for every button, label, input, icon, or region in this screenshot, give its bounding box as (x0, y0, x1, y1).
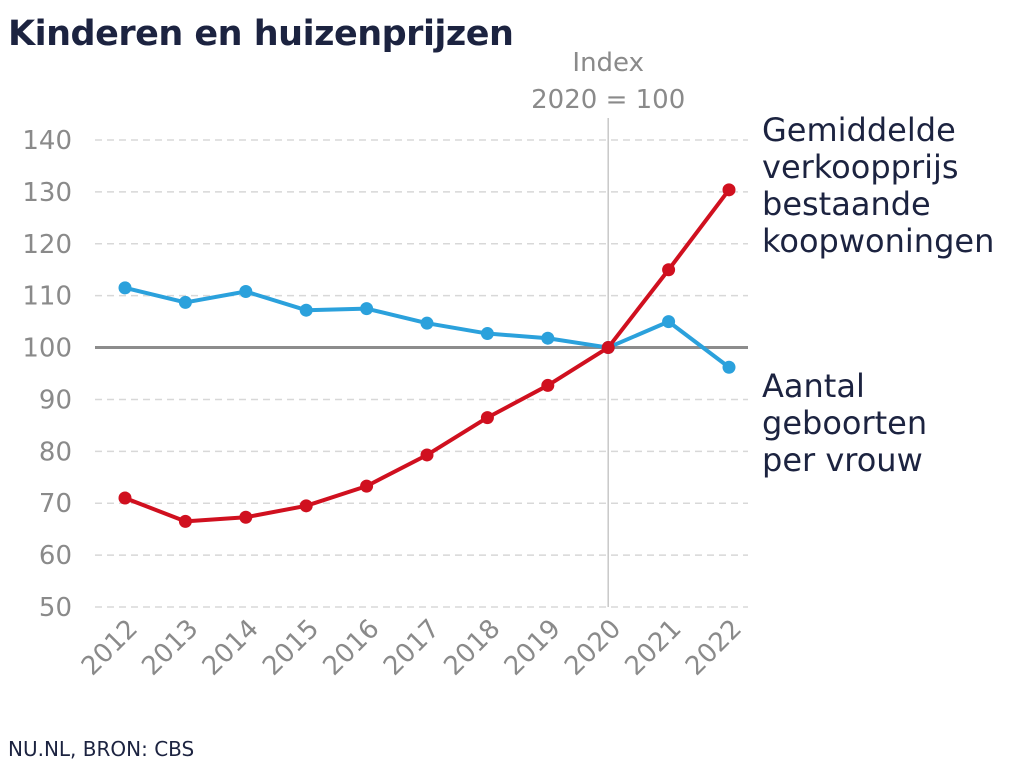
x-tick-label: 2014 (197, 614, 265, 682)
data-point (420, 316, 434, 330)
series-label-line: bestaande (762, 185, 931, 223)
y-tick-label: 60 (39, 541, 72, 571)
series-labels: Gemiddeldeverkoopprijsbestaandekoopwonin… (762, 111, 994, 479)
series-label-line: koopwoningen (762, 222, 994, 260)
data-point (722, 360, 736, 374)
x-tick-label: 2016 (318, 614, 386, 682)
data-point (662, 315, 676, 329)
index-annotation: Index 2020 = 100 (531, 48, 685, 607)
data-point (239, 510, 253, 524)
y-tick-label: 50 (39, 593, 72, 623)
series-label-line: Aantal (762, 367, 865, 405)
data-point (299, 303, 313, 317)
series-label-line: verkoopprijs (762, 148, 959, 186)
chart-title: Kinderen en huizenprijzen (8, 14, 514, 54)
data-point (118, 281, 132, 295)
data-point (541, 331, 555, 345)
data-point (662, 263, 676, 277)
y-tick-label: 100 (22, 334, 72, 364)
index-annotation-text: Index (572, 48, 644, 78)
y-tick-label: 130 (22, 178, 72, 208)
data-point (178, 295, 192, 309)
x-tick-label: 2019 (499, 614, 567, 682)
x-tick-label: 2018 (438, 614, 506, 682)
y-axis-ticks: 50 60 70 80 90 100 110 120 130 140 (22, 126, 72, 623)
y-tick-label: 110 (22, 282, 72, 312)
x-tick-label: 2021 (620, 614, 688, 682)
data-point (541, 378, 555, 392)
data-point (722, 183, 736, 197)
y-tick-label: 70 (39, 489, 72, 519)
x-tick-label: 2022 (680, 614, 748, 682)
data-point (480, 411, 494, 425)
x-tick-label: 2017 (378, 614, 446, 682)
data-point (118, 491, 132, 505)
data-point (360, 479, 374, 493)
y-tick-label: 90 (39, 385, 72, 415)
y-tick-label: 120 (22, 230, 72, 260)
data-point (601, 341, 615, 355)
data-point (480, 327, 494, 341)
gridlines (95, 139, 748, 608)
x-axis-ticks: 2012201320142015201620172018201920202021… (76, 614, 748, 682)
index-annotation-text: 2020 = 100 (531, 85, 685, 115)
series-label-line: Gemiddelde (762, 111, 956, 149)
data-point (420, 448, 434, 462)
data-point (239, 285, 253, 299)
x-tick-label: 2013 (136, 614, 204, 682)
y-tick-label: 140 (22, 126, 72, 156)
series-line (123, 187, 731, 524)
x-tick-label: 2015 (257, 614, 325, 682)
x-tick-label: 2020 (559, 614, 627, 682)
x-tick-label: 2012 (76, 614, 144, 682)
data-point (360, 302, 374, 316)
y-tick-label: 80 (39, 437, 72, 467)
series-label-line: per vrouw (762, 441, 923, 479)
source-note: NU.NL, BRON: CBS (8, 737, 195, 761)
data-point (178, 514, 192, 528)
series-label-line: geboorten (762, 404, 927, 442)
series-group (118, 183, 736, 528)
data-point (299, 499, 313, 513)
